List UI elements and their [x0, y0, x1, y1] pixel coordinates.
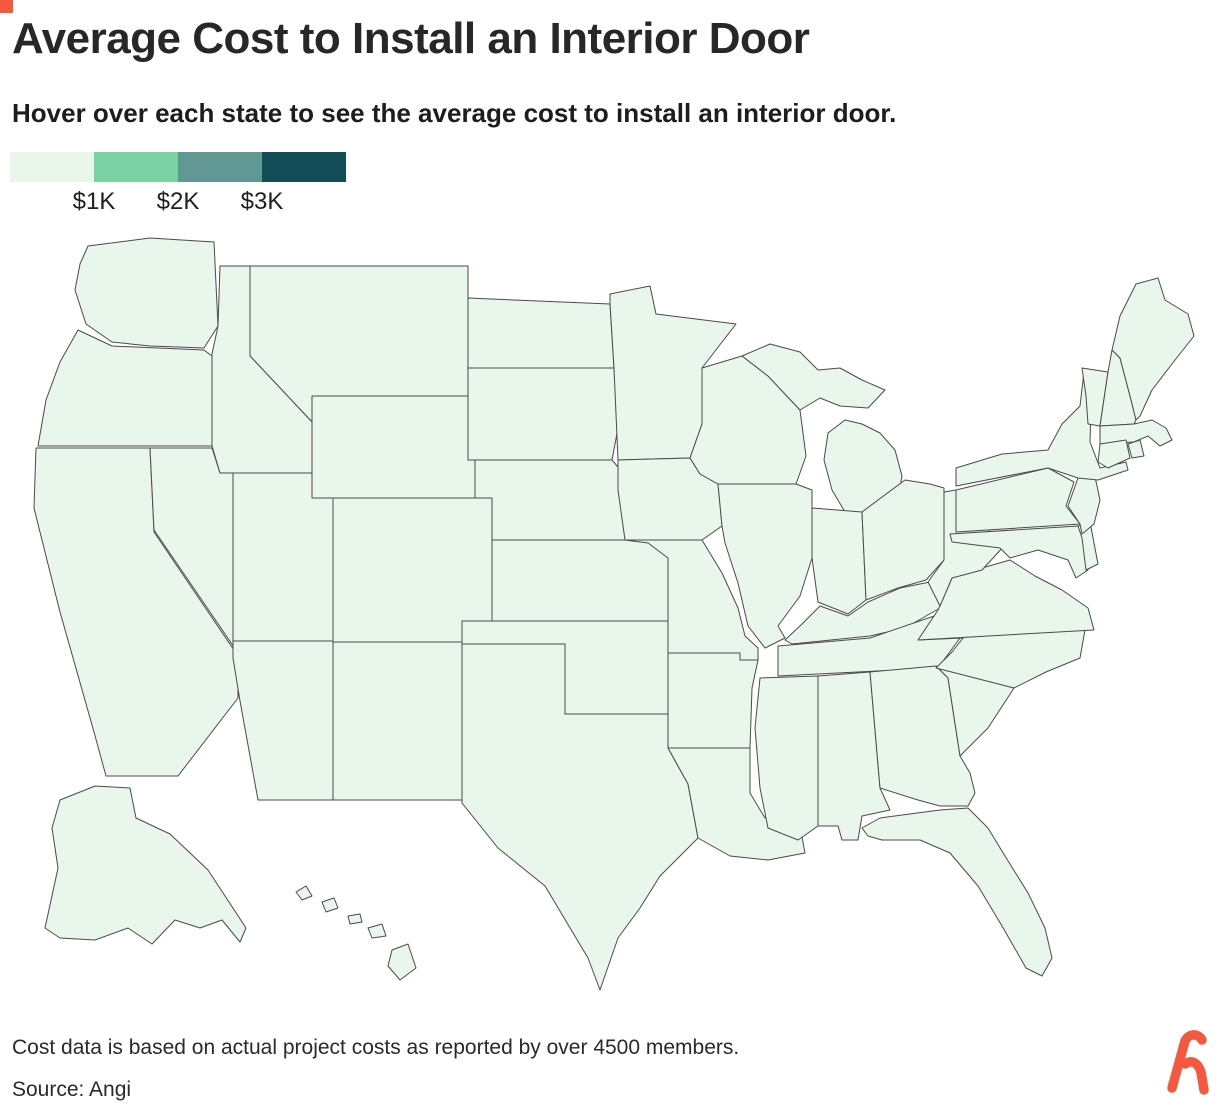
legend-tick-labels: $1K $2K $3K: [10, 188, 346, 218]
state-washington[interactable]: [74, 237, 219, 349]
footnote: Cost data is based on actual project cos…: [12, 1036, 740, 1059]
state-hawaii-oahu[interactable]: [321, 897, 339, 913]
page-title: Average Cost to Install an Interior Door: [12, 14, 810, 63]
legend-tick-2k: $2K: [156, 188, 200, 215]
state-north-dakota[interactable]: [467, 297, 615, 369]
angi-logo-icon: [1167, 1030, 1209, 1095]
us-choropleth-map: [33, 237, 1195, 991]
legend-swatches: [10, 152, 346, 182]
state-maine[interactable]: [1111, 277, 1195, 421]
state-vermont[interactable]: [1081, 367, 1109, 427]
legend-swatch-bin-2: [94, 152, 178, 182]
state-new-mexico[interactable]: [332, 641, 463, 801]
legend-swatch-bin-1: [10, 152, 94, 182]
state-louisiana[interactable]: [667, 747, 806, 861]
state-arkansas[interactable]: [667, 652, 759, 749]
state-colorado[interactable]: [332, 497, 493, 643]
legend-tick-3k: $3K: [240, 188, 284, 215]
source-credit: Source: Angi: [12, 1078, 132, 1101]
state-illinois[interactable]: [717, 483, 813, 649]
state-hawaii-molokai[interactable]: [347, 913, 363, 925]
legend-tick-1k: $1K: [72, 188, 116, 215]
angi-logo-path: [1167, 1030, 1209, 1095]
legend-swatch-bin-4: [262, 152, 346, 182]
state-mississippi[interactable]: [754, 675, 819, 841]
state-rhode-island[interactable]: [1127, 439, 1145, 459]
state-kansas[interactable]: [491, 539, 669, 622]
state-connecticut[interactable]: [1097, 439, 1131, 469]
state-north-carolina[interactable]: [917, 629, 1086, 689]
state-indiana[interactable]: [811, 507, 867, 615]
state-hawaii-kauai[interactable]: [295, 885, 313, 901]
legend: $1K $2K $3K: [10, 152, 346, 218]
legend-swatch-bin-3: [178, 152, 262, 182]
state-virginia[interactable]: [917, 559, 1095, 641]
brand-corner-accent: [0, 0, 13, 13]
state-hawaii-big-island[interactable]: [387, 943, 417, 981]
page-subtitle: Hover over each state to see the average…: [12, 98, 897, 128]
states-group: [33, 237, 1195, 991]
state-wyoming[interactable]: [311, 395, 476, 499]
state-michigan-upper-peninsula[interactable]: [741, 343, 886, 411]
state-texas[interactable]: [461, 643, 699, 991]
state-south-dakota[interactable]: [467, 367, 619, 461]
state-florida[interactable]: [861, 807, 1053, 977]
state-alaska[interactable]: [44, 785, 247, 945]
state-arizona[interactable]: [232, 640, 334, 801]
state-hawaii-maui[interactable]: [367, 923, 387, 939]
state-utah[interactable]: [232, 472, 334, 642]
